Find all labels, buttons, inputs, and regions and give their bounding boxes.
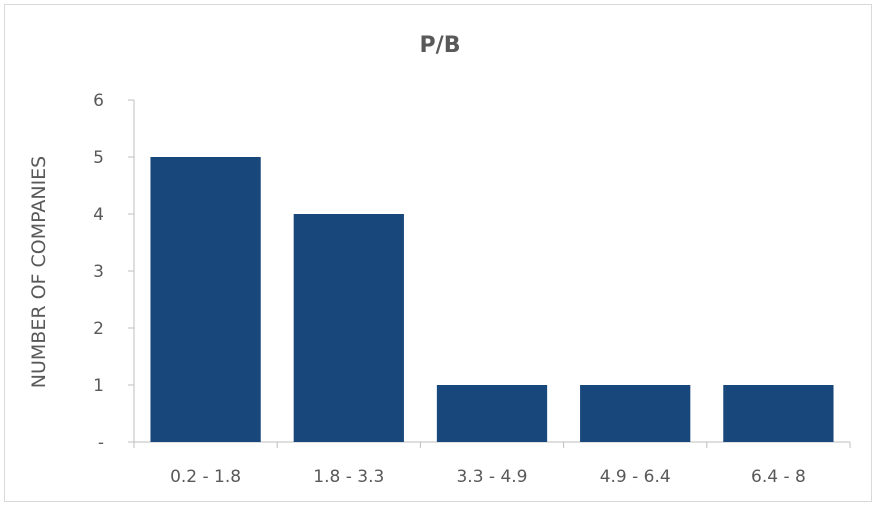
x-tick-label: 0.2 - 1.8 <box>170 467 241 487</box>
bar <box>580 385 691 442</box>
bar <box>436 385 548 442</box>
x-tick-label: 6.4 - 8 <box>751 467 806 487</box>
x-tick-labels: 0.2 - 1.8 1.8 - 3.3 3.3 - 4.9 4.9 - 6.4 6.4 … <box>170 467 806 487</box>
x-tick-label: 1.8 - 3.3 <box>313 467 384 487</box>
bar <box>150 157 261 442</box>
x-tick-label: 4.9 - 6.4 <box>600 467 671 487</box>
y-tick-label: 5 <box>93 148 104 168</box>
y-tick-labels: - 1 2 3 4 5 6 <box>93 91 104 453</box>
y-tick-label: 6 <box>93 91 104 111</box>
y-tick-label: 1 <box>93 376 104 396</box>
x-tick-label: 3.3 - 4.9 <box>456 467 527 487</box>
y-tick-label: 2 <box>93 319 104 339</box>
y-axis-label: NUMBER OF COMPANIES <box>28 156 50 388</box>
y-tick-label: - <box>98 433 104 453</box>
bar <box>293 214 404 442</box>
chart-title: P/B <box>420 33 461 58</box>
bars <box>150 157 834 442</box>
y-tick-label: 3 <box>93 262 104 282</box>
bar <box>723 385 834 442</box>
y-tick-label: 4 <box>93 205 104 225</box>
